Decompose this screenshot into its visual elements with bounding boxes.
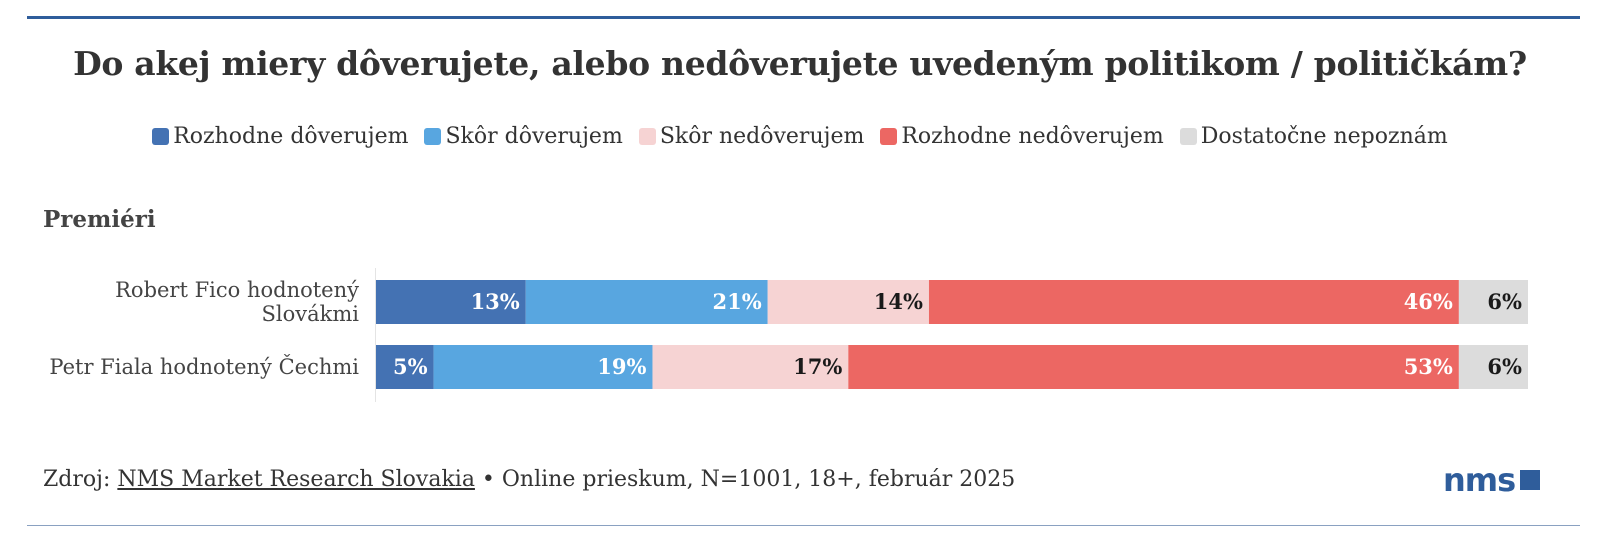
value-label-0-1: 21% — [712, 289, 761, 314]
value-label-0-3: 46% — [1404, 289, 1453, 314]
bar-segment-0-3 — [928, 280, 1459, 324]
legend-item-0: Rozhodne dôverujem — [152, 124, 408, 149]
footer: Zdroj: NMS Market Research Slovakia • On… — [43, 467, 1015, 492]
legend-swatch-0 — [152, 128, 170, 145]
value-label-1-1: 19% — [597, 354, 646, 379]
legend-label-2: Skôr nedôverujem — [659, 124, 865, 149]
legend: Rozhodne dôverujem Skôr dôverujem Skôr ned… — [0, 124, 1600, 149]
bar-segment-0-0 — [376, 280, 526, 324]
legend-swatch-4 — [1179, 128, 1197, 145]
legend-item-1: Skôr dôverujem — [424, 124, 623, 149]
category-label-1: Petr Fiala hodnotený Čechmi — [49, 354, 359, 379]
value-label-0-0: 13% — [471, 289, 520, 314]
bar-segment-1-3 — [848, 345, 1459, 389]
bar-segment-0-1 — [525, 280, 768, 324]
nms-logo: nms — [1443, 461, 1541, 499]
legend-swatch-3 — [880, 128, 898, 145]
legend-item-2: Skôr nedôverujem — [638, 124, 865, 149]
value-label-1-3: 53% — [1404, 354, 1453, 379]
footer-details: • Online prieskum, N=1001, 18+, február … — [474, 467, 1016, 492]
value-label-0-2: 14% — [874, 289, 923, 314]
legend-label-1: Skôr dôverujem — [445, 124, 623, 149]
legend-label-0: Rozhodne dôverujem — [173, 124, 409, 149]
bar-segment-0-2 — [767, 280, 929, 324]
value-label-1-4: 6% — [1487, 354, 1522, 379]
source-link[interactable]: NMS Market Research Slovakia — [117, 467, 475, 492]
legend-label-3: Rozhodne nedôverujem — [901, 124, 1164, 149]
bar-segment-1-1 — [433, 345, 653, 389]
bar-segment-1-2 — [652, 345, 849, 389]
legend-item-3: Rozhodne nedôverujem — [880, 124, 1164, 149]
legend-item-4: Dostatočne nepoznám — [1179, 124, 1448, 149]
bar-segment-1-0 — [376, 345, 434, 389]
chart-title: Do akej miery dôverujete, alebo nedôveru… — [73, 44, 1527, 83]
bar-segment-1-4 — [1458, 345, 1528, 389]
stacked-bar-chart: Robert Fico hodnotený Slovákmi 13% 21% 14% 46… — [49, 268, 1528, 402]
footer-prefix: Zdroj: — [43, 467, 118, 492]
legend-swatch-2 — [638, 128, 656, 145]
bottom-rule — [27, 525, 1580, 526]
logo-square — [1520, 470, 1541, 490]
logo-text: nms — [1443, 461, 1516, 499]
value-label-1-2: 17% — [793, 354, 842, 379]
legend-swatch-1 — [424, 128, 442, 145]
value-label-0-4: 6% — [1487, 289, 1522, 314]
top-rule — [27, 16, 1580, 19]
bar-segment-0-4 — [1458, 280, 1528, 324]
value-label-1-0: 5% — [393, 354, 428, 379]
legend-label-4: Dostatočne nepoznám — [1200, 124, 1448, 149]
category-label-0: Robert Fico hodnotený Slovákmi — [115, 278, 359, 326]
section-title: Premiéri — [43, 206, 156, 233]
